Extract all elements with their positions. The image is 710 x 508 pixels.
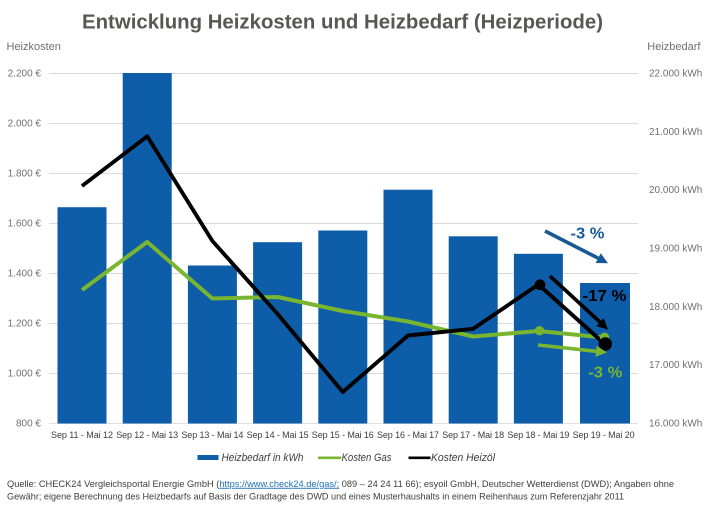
svg-text:-3 %: -3 %: [571, 226, 605, 243]
svg-text:Sep 11 - Mai 12: Sep 11 - Mai 12: [51, 430, 113, 440]
svg-text:Entwicklung Heizkosten und Hei: Entwicklung Heizkosten und Heizbedarf (H…: [82, 12, 603, 34]
svg-text:Heizkosten: Heizkosten: [7, 41, 61, 53]
svg-text:800 €: 800 €: [16, 419, 41, 430]
svg-text:19.000 kWh: 19.000 kWh: [649, 244, 702, 255]
svg-text:Sep 14 - Mai 15: Sep 14 - Mai 15: [247, 430, 309, 440]
svg-text:2.000 €: 2.000 €: [8, 119, 42, 130]
svg-text:1.200 €: 1.200 €: [8, 319, 42, 330]
svg-text:16.000 kWh: 16.000 kWh: [649, 419, 702, 430]
svg-text:Sep 19 - Mai 20: Sep 19 - Mai 20: [573, 430, 635, 440]
svg-text:-17 %: -17 %: [583, 288, 627, 305]
svg-text:22.000 kWh: 22.000 kWh: [649, 69, 702, 80]
svg-text:18.000 kWh: 18.000 kWh: [649, 302, 702, 313]
svg-text:Kosten Heizöl: Kosten Heizöl: [431, 452, 495, 464]
svg-text:Quelle: CHECK24 Vergleichsport: Quelle: CHECK24 Vergleichsportal Energie…: [7, 479, 674, 489]
svg-text:Heizbedarf: Heizbedarf: [647, 41, 701, 53]
svg-text:Sep 13 - Mai 14: Sep 13 - Mai 14: [181, 430, 243, 440]
svg-text:1.600 €: 1.600 €: [8, 219, 42, 230]
svg-text:1.000 €: 1.000 €: [8, 369, 42, 380]
svg-text:Sep 15 - Mai 16: Sep 15 - Mai 16: [312, 430, 374, 440]
svg-text:-3 %: -3 %: [588, 365, 622, 382]
svg-text:Kosten Gas: Kosten Gas: [342, 452, 392, 464]
svg-text:Gewähr; eigene Berechnung des: Gewähr; eigene Berechnung des Heizbedarf…: [7, 491, 624, 501]
svg-text:2.200 €: 2.200 €: [8, 69, 42, 80]
svg-text:Sep 16 - Mai 17: Sep 16 - Mai 17: [377, 430, 439, 440]
svg-text:Sep 12 - Mai 13: Sep 12 - Mai 13: [116, 430, 178, 440]
svg-text:1.800 €: 1.800 €: [8, 169, 42, 180]
svg-text:20.000 kWh: 20.000 kWh: [649, 185, 702, 196]
svg-text:21.000 kWh: 21.000 kWh: [649, 127, 702, 138]
svg-text:17.000 kWh: 17.000 kWh: [649, 360, 702, 371]
svg-text:1.400 €: 1.400 €: [8, 269, 42, 280]
svg-text:Sep 18 - Mai 19: Sep 18 - Mai 19: [507, 430, 569, 440]
svg-text:Sep 17 - Mai 18: Sep 17 - Mai 18: [442, 430, 504, 440]
svg-text:Heizbedarf in kWh: Heizbedarf in kWh: [222, 452, 304, 464]
